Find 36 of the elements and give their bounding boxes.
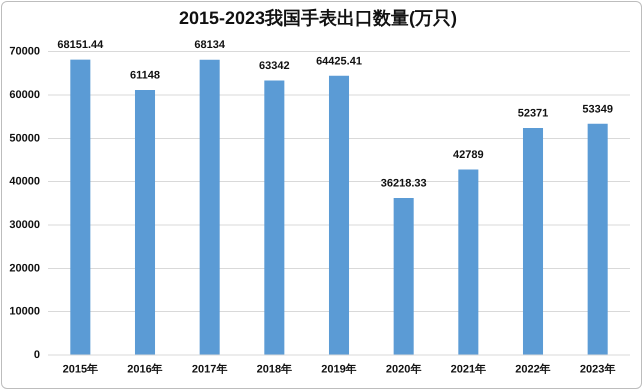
- x-tick-label: 2020年: [386, 362, 422, 376]
- x-tick-label: 2023年: [580, 362, 616, 376]
- bar: [394, 198, 414, 354]
- data-label: 52371: [518, 108, 548, 120]
- x-tick-label: 2016年: [127, 362, 163, 376]
- y-tick-label: 50000: [9, 132, 40, 144]
- bar: [328, 76, 350, 354]
- data-label: 68151.44: [57, 39, 104, 52]
- chart-title: 2015-2023我国手表出口数量(万只): [178, 8, 458, 28]
- x-tick-label: 2019年: [321, 362, 357, 376]
- y-tick-label: 0: [34, 349, 40, 362]
- data-label: 64425.41: [316, 55, 362, 68]
- x-tick-label: 2017年: [192, 362, 228, 376]
- bar: [264, 80, 284, 354]
- data-label: 68134: [194, 39, 226, 52]
- bar: [588, 124, 608, 354]
- x-tick-label: 2021年: [450, 362, 486, 376]
- x-tick-label: 2018年: [256, 362, 292, 376]
- y-tick-label: 40000: [9, 176, 40, 188]
- y-tick-label: 70000: [9, 46, 40, 58]
- y-tick-label: 30000: [9, 219, 40, 232]
- data-label: 36218.33: [380, 178, 427, 190]
- y-tick-label: 20000: [9, 262, 40, 274]
- data-label: 53349: [582, 103, 613, 116]
- y-tick-label: 10000: [9, 306, 40, 318]
- bar: [522, 128, 544, 354]
- data-label: 42789: [453, 149, 484, 162]
- data-label: 63342: [259, 60, 290, 72]
- bar: [70, 60, 90, 354]
- y-tick-label: 60000: [9, 88, 40, 101]
- data-label: 61148: [130, 70, 160, 82]
- bar: [458, 170, 478, 354]
- x-tick-label: 2015年: [62, 362, 98, 376]
- x-tick-label: 2022年: [515, 362, 551, 376]
- bar: [134, 90, 156, 354]
- bar: [200, 60, 220, 354]
